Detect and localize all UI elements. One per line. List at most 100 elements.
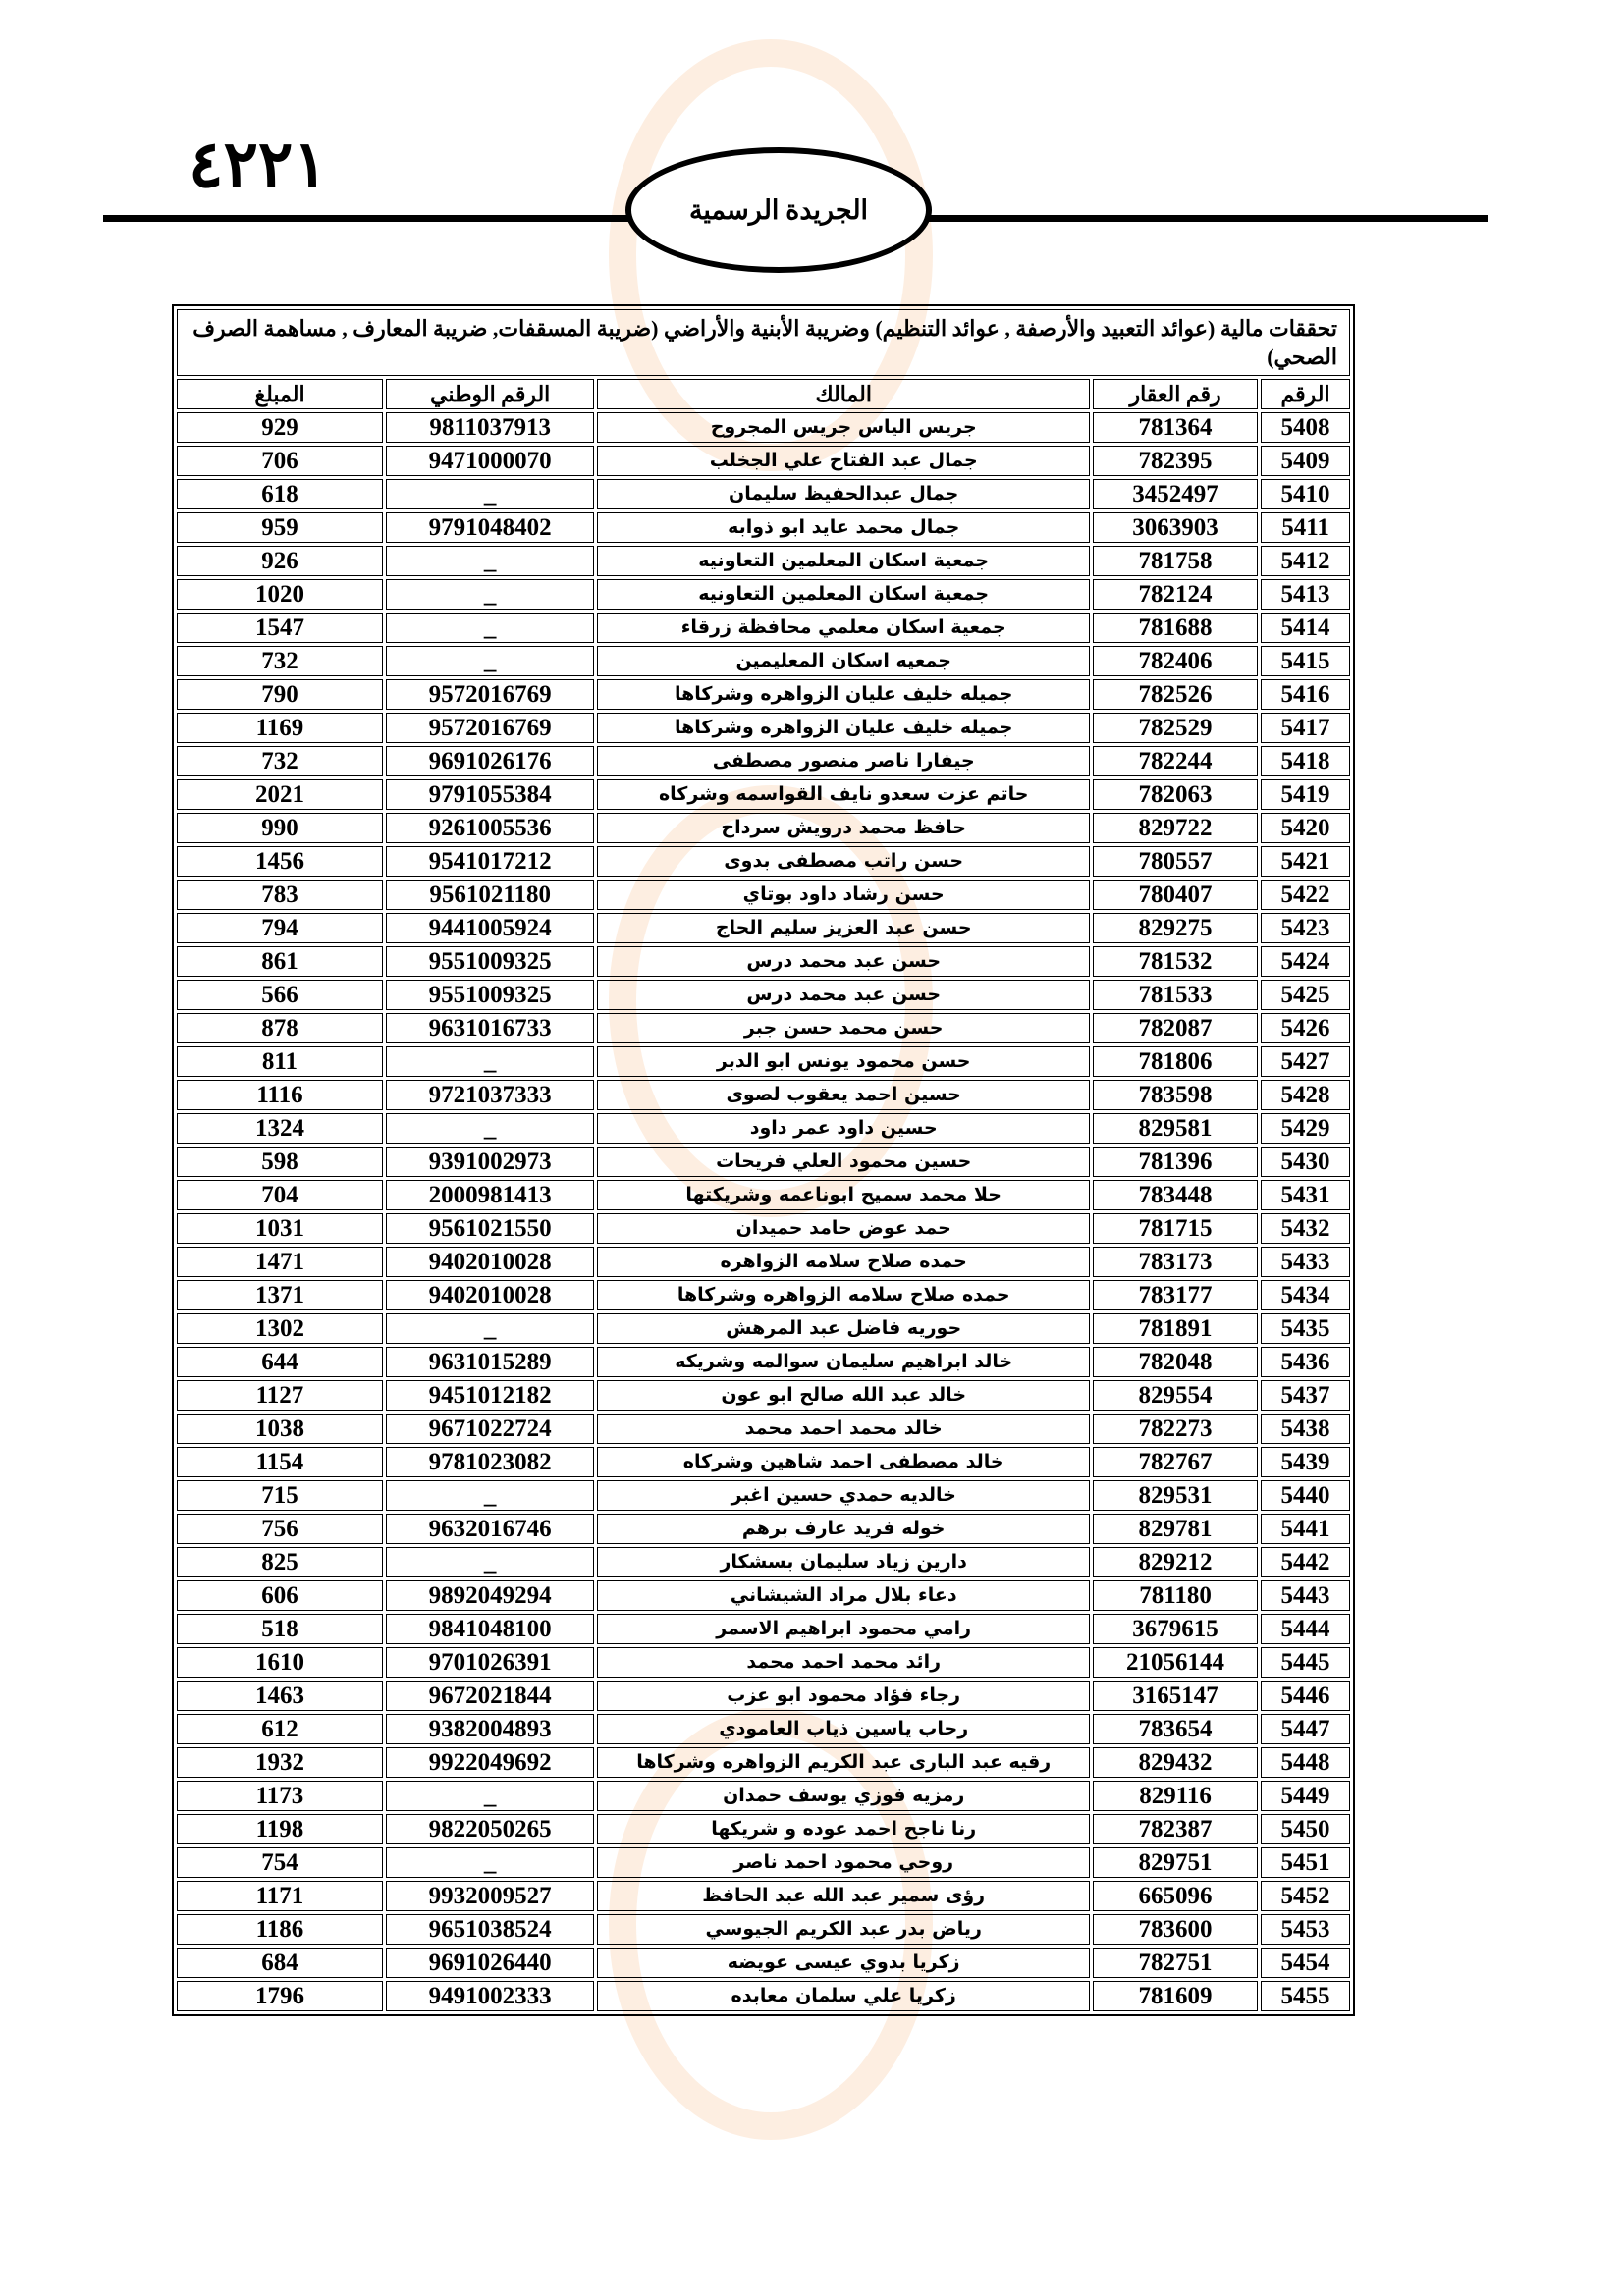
national-id: 2000981413 xyxy=(385,1180,595,1210)
table-row: 5430 781396 حسين محمود العلي فريحات 9391002… xyxy=(177,1147,1350,1177)
property-number: 781891 xyxy=(1093,1313,1259,1344)
national-id: _ xyxy=(385,1847,595,1878)
column-header-property-number: رقم العقار xyxy=(1093,379,1259,409)
table-row: 5426 782087 حسن محمد حسن جبر 9631016733 878 xyxy=(177,1013,1350,1043)
row-number: 5421 xyxy=(1261,846,1350,877)
owner-name: حسين محمود العلي فريحات xyxy=(597,1147,1091,1177)
national-id: 9551009325 xyxy=(385,980,595,1010)
amount: 566 xyxy=(177,980,383,1010)
property-number: 782087 xyxy=(1093,1013,1259,1043)
table-row: 5453 783600 رياض بدر عبد الكريم الجيوسي 965… xyxy=(177,1914,1350,1945)
national-id: 9541017212 xyxy=(385,846,595,877)
row-number: 5419 xyxy=(1261,779,1350,810)
amount: 1371 xyxy=(177,1280,383,1310)
row-number: 5453 xyxy=(1261,1914,1350,1945)
table-row: 5415 782406 جمعيه اسكان المعليمين _ 732 xyxy=(177,646,1350,676)
owner-name: حاتم عزت سعدو نايف القواسمه وشركاه xyxy=(597,779,1091,810)
amount: 1324 xyxy=(177,1113,383,1144)
owner-name: خالديه حمدي حسين اغبر xyxy=(597,1480,1091,1511)
property-number: 783600 xyxy=(1093,1914,1259,1945)
row-number: 5450 xyxy=(1261,1814,1350,1844)
property-number: 782124 xyxy=(1093,579,1259,610)
amount: 1932 xyxy=(177,1747,383,1778)
owner-name: خالد محمد احمد محمد xyxy=(597,1414,1091,1444)
row-number: 5455 xyxy=(1261,1981,1350,2011)
row-number: 5448 xyxy=(1261,1747,1350,1778)
row-number: 5420 xyxy=(1261,813,1350,843)
national-id: 9841048100 xyxy=(385,1614,595,1644)
amount: 606 xyxy=(177,1580,383,1611)
owner-name: جمال محمد عايد ابو ذوابه xyxy=(597,512,1091,543)
property-number: 829432 xyxy=(1093,1747,1259,1778)
table-row: 5444 3679615 رامي محمود ابراهيم الاسمر 9841… xyxy=(177,1614,1350,1644)
row-number: 5426 xyxy=(1261,1013,1350,1043)
property-number: 829531 xyxy=(1093,1480,1259,1511)
property-number: 829116 xyxy=(1093,1781,1259,1811)
amount: 598 xyxy=(177,1147,383,1177)
amount: 1127 xyxy=(177,1380,383,1411)
national-id: _ xyxy=(385,579,595,610)
owner-name: حسن رشاد داود بوتاي xyxy=(597,880,1091,910)
amount: 1610 xyxy=(177,1647,383,1678)
owner-name: روحي محمود احمد ناصر xyxy=(597,1847,1091,1878)
property-number: 783177 xyxy=(1093,1280,1259,1310)
national-id: 9261005536 xyxy=(385,813,595,843)
table-row: 5455 781609 زكريا علي سلمان معابده 94910023… xyxy=(177,1981,1350,2011)
table-row: 5454 782751 زكريا بدوي عيسى عويضه 969102644… xyxy=(177,1948,1350,1978)
amount: 878 xyxy=(177,1013,383,1043)
row-number: 5441 xyxy=(1261,1514,1350,1544)
property-number: 783598 xyxy=(1093,1080,1259,1110)
owner-name: حسن محمد حسن جبر xyxy=(597,1013,1091,1043)
amount: 2021 xyxy=(177,779,383,810)
table-row: 5436 782048 خالد ابراهيم سليمان سوالمه وشر… xyxy=(177,1347,1350,1377)
row-number: 5435 xyxy=(1261,1313,1350,1344)
owner-name: حمده صلاح سلامه الزواهره xyxy=(597,1247,1091,1277)
table-row: 5409 782395 جمال عبد الفتاح علي الجخلب 9471… xyxy=(177,446,1350,476)
column-header-national-id: الرقم الوطني xyxy=(385,379,595,409)
table-row: 5419 782063 حاتم عزت سعدو نايف القواسمه وش… xyxy=(177,779,1350,810)
property-number: 781533 xyxy=(1093,980,1259,1010)
amount: 1796 xyxy=(177,1981,383,2011)
owner-name: حسن عبد محمد درس xyxy=(597,946,1091,977)
gazette-title: الجريدة الرسمية xyxy=(688,194,869,225)
row-number: 5439 xyxy=(1261,1447,1350,1477)
owner-name: رحاب ياسين ذياب العامودي xyxy=(597,1714,1091,1744)
property-number: 782406 xyxy=(1093,646,1259,676)
row-number: 5449 xyxy=(1261,1781,1350,1811)
table-row: 5442 829212 دارين زياد سليمان بسشكار _ 825 xyxy=(177,1547,1350,1577)
owner-name: حسن عبد العزيز سليم الحاج xyxy=(597,913,1091,943)
national-id: 9631016733 xyxy=(385,1013,595,1043)
property-number: 781609 xyxy=(1093,1981,1259,2011)
amount: 1031 xyxy=(177,1213,383,1244)
national-id: 9391002973 xyxy=(385,1147,595,1177)
amount: 1463 xyxy=(177,1681,383,1711)
property-number: 781715 xyxy=(1093,1213,1259,1244)
row-number: 5436 xyxy=(1261,1347,1350,1377)
national-id: 9632016746 xyxy=(385,1514,595,1544)
national-id: _ xyxy=(385,1547,595,1577)
owner-name: رنا ناجح احمد عوده و شريكها xyxy=(597,1814,1091,1844)
amount: 811 xyxy=(177,1046,383,1077)
amount: 790 xyxy=(177,679,383,710)
row-number: 5429 xyxy=(1261,1113,1350,1144)
amount: 825 xyxy=(177,1547,383,1577)
owner-name: رؤى سمير عبد الله عبد الحافظ xyxy=(597,1881,1091,1911)
property-number: 782751 xyxy=(1093,1948,1259,1978)
property-number: 3679615 xyxy=(1093,1614,1259,1644)
row-number: 5437 xyxy=(1261,1380,1350,1411)
national-id: 9811037913 xyxy=(385,412,595,443)
table-title: تحققات مالية (عوائد التعبيد والأرصفة , ع… xyxy=(177,309,1350,376)
row-number: 5432 xyxy=(1261,1213,1350,1244)
amount: 929 xyxy=(177,412,383,443)
national-id: 9471000070 xyxy=(385,446,595,476)
property-number: 829581 xyxy=(1093,1113,1259,1144)
row-number: 5410 xyxy=(1261,479,1350,509)
table-row: 5438 782273 خالد محمد احمد محمد 9671022724 1… xyxy=(177,1414,1350,1444)
national-id: 9561021550 xyxy=(385,1213,595,1244)
table-row: 5421 780557 حسن راتب مصطفى بدوى 9541017212 1… xyxy=(177,846,1350,877)
national-id: 9671022724 xyxy=(385,1414,595,1444)
owner-name: حسين احمد يعقوب لصوى xyxy=(597,1080,1091,1110)
property-number: 781532 xyxy=(1093,946,1259,977)
property-number: 782529 xyxy=(1093,713,1259,743)
row-number: 5415 xyxy=(1261,646,1350,676)
